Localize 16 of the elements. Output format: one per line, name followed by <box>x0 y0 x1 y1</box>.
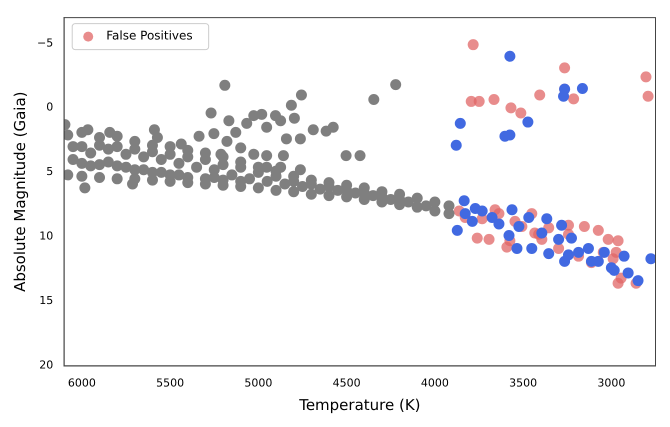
y-tick-label: 20 <box>39 358 54 372</box>
x-tick-label: 4500 <box>332 376 361 390</box>
y-tick-label: 15 <box>39 294 54 308</box>
x-tick-label: 4000 <box>420 376 449 390</box>
y-tick-label: 0 <box>46 100 54 114</box>
x-tick-label: 6000 <box>68 376 96 390</box>
x-axis-title: Temperature (K) <box>298 396 421 414</box>
y-tick-label: 5 <box>46 165 54 178</box>
y-tick-label: 10 <box>39 230 54 243</box>
x-tick-label: 3500 <box>509 376 538 390</box>
y-axis-title: Absolute Magnitude (Gaia) <box>10 91 29 292</box>
x-tick-label: 5000 <box>244 376 272 390</box>
x-tick-label: 5500 <box>156 376 184 390</box>
legend-label: False Positives <box>106 28 193 43</box>
x-tick-label: 3000 <box>597 376 626 390</box>
y-tick-label: −5 <box>36 36 54 50</box>
